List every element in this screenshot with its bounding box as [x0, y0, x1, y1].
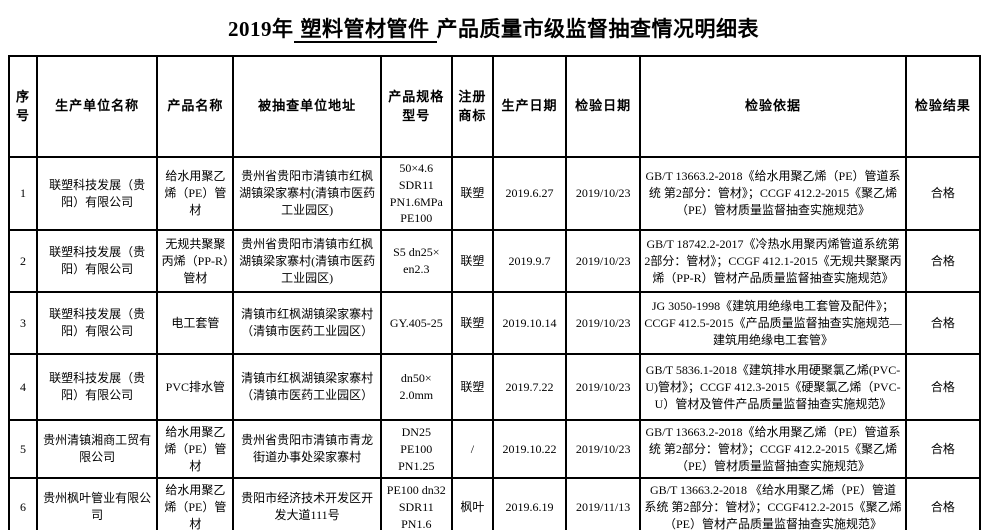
column-header-product: 产品名称: [156, 55, 235, 158]
title-prefix: 2019年: [228, 17, 294, 41]
cell-result: 合格: [904, 155, 982, 232]
cell-address: 清镇市红枫湖镇梁家寨村（清镇市医药工业园区）: [232, 353, 382, 422]
cell-production-date: 2019.9.7: [491, 229, 568, 294]
column-header-address: 被抽查单位地址: [232, 55, 382, 158]
cell-basis: GB/T 13663.2-2018《给水用聚乙烯（PE）管道系统 第2部分：管材…: [639, 155, 907, 232]
cell-trademark: 联塑: [450, 291, 494, 356]
cell-inspection-date: 2019/10/23: [565, 229, 642, 294]
cell-address: 贵州省贵阳市清镇市红枫湖镇梁家寨村(清镇市医药工业园区): [232, 155, 382, 232]
cell-address: 贵阳市经济技术开发区开发大道111号: [232, 477, 382, 530]
cell-production-date: 2019.6.27: [491, 155, 568, 232]
cell-spec: DN25 PE100 PN1.25: [379, 419, 453, 480]
table-row: 6 贵州枫叶管业有限公司 给水用聚乙烯（PE）管材 贵阳市经济技术开发区开发大道…: [7, 477, 982, 530]
cell-manufacturer: 联塑科技发展（贵阳）有限公司: [36, 291, 159, 356]
cell-product: 给水用聚乙烯（PE）管材: [156, 419, 235, 480]
cell-basis: JG 3050-1998《建筑用绝缘电工套管及配件》；CCGF 412.5-20…: [639, 291, 907, 356]
table-row: 3 联塑科技发展（贵阳）有限公司 电工套管 清镇市红枫湖镇梁家寨村（清镇市医药工…: [7, 291, 982, 356]
table-row: 2 联塑科技发展（贵阳）有限公司 无规共聚聚丙烯（PP-R）管材 贵州省贵阳市清…: [7, 229, 982, 294]
cell-trademark: 联塑: [450, 155, 494, 232]
cell-production-date: 2019.10.22: [491, 419, 568, 480]
column-header-seq: 序号: [7, 55, 39, 158]
cell-product: 给水用聚乙烯（PE）管材: [156, 155, 235, 232]
cell-seq: 4: [7, 353, 39, 422]
column-header-trademark: 注册商标: [450, 55, 494, 158]
cell-production-date: 2019.7.22: [491, 353, 568, 422]
cell-address: 贵州省贵阳市清镇市青龙街道办事处梁家寨村: [232, 419, 382, 480]
cell-basis: GB/T 18742.2-2017《冷热水用聚丙烯管道系统第2部分：管材》；CC…: [639, 229, 907, 294]
column-header-production-date: 生产日期: [491, 55, 568, 158]
cell-seq: 1: [7, 155, 39, 232]
cell-result: 合格: [904, 291, 982, 356]
cell-inspection-date: 2019/10/23: [565, 291, 642, 356]
cell-address: 清镇市红枫湖镇梁家寨村（清镇市医药工业园区）: [232, 291, 382, 356]
cell-manufacturer: 贵州枫叶管业有限公司: [36, 477, 159, 530]
cell-inspection-date: 2019/10/23: [565, 155, 642, 232]
cell-production-date: 2019.10.14: [491, 291, 568, 356]
cell-spec: S5 dn25× en2.3: [379, 229, 453, 294]
cell-address: 贵州省贵阳市清镇市红枫湖镇梁家寨村(清镇市医药工业园区): [232, 229, 382, 294]
cell-product: PVC排水管: [156, 353, 235, 422]
title-underlined-category: 塑料管材管件: [293, 17, 437, 43]
title-suffix: 产品质量市级监督抽查情况明细表: [436, 17, 759, 41]
cell-manufacturer: 联塑科技发展（贵阳）有限公司: [36, 229, 159, 294]
table-row: 4 联塑科技发展（贵阳）有限公司 PVC排水管 清镇市红枫湖镇梁家寨村（清镇市医…: [7, 353, 982, 422]
cell-seq: 2: [7, 229, 39, 294]
cell-manufacturer: 联塑科技发展（贵阳）有限公司: [36, 155, 159, 232]
cell-result: 合格: [904, 419, 982, 480]
column-header-inspection-date: 检验日期: [565, 55, 642, 158]
cell-spec: 50×4.6 SDR11 PN1.6MPa PE100: [379, 155, 453, 232]
cell-spec: GY.405-25: [379, 291, 453, 356]
cell-trademark: /: [450, 419, 494, 480]
cell-product: 给水用聚乙烯（PE）管材: [156, 477, 235, 530]
cell-inspection-date: 2019/10/23: [565, 353, 642, 422]
cell-production-date: 2019.6.19: [491, 477, 568, 530]
cell-inspection-date: 2019/10/23: [565, 419, 642, 480]
cell-trademark: 联塑: [450, 353, 494, 422]
cell-result: 合格: [904, 477, 982, 530]
column-header-manufacturer: 生产单位名称: [36, 55, 159, 158]
cell-basis: GB/T 5836.1-2018《建筑排水用硬聚氯乙烯(PVC-U)管材》；CC…: [639, 353, 907, 422]
cell-basis: GB/T 13663.2-2018 《给水用聚乙烯（PE）管道系统 第2部分：管…: [639, 477, 907, 530]
column-header-spec: 产品规格型号: [379, 55, 453, 158]
cell-inspection-date: 2019/11/13: [565, 477, 642, 530]
cell-spec: dn50× 2.0mm: [379, 353, 453, 422]
table-header-row: 序号 生产单位名称 产品名称 被抽查单位地址 产品规格型号 注册商标 生产日期 …: [7, 55, 982, 158]
table-row: 5 贵州清镇湘商工贸有限公司 给水用聚乙烯（PE）管材 贵州省贵阳市清镇市青龙街…: [7, 419, 982, 480]
column-header-basis: 检验依据: [639, 55, 907, 158]
cell-trademark: 联塑: [450, 229, 494, 294]
cell-trademark: 枫叶: [450, 477, 494, 530]
cell-seq: 5: [7, 419, 39, 480]
page-title: 2019年 塑料管材管件 产品质量市级监督抽查情况明细表: [0, 0, 987, 43]
inspection-table: 序号 生产单位名称 产品名称 被抽查单位地址 产品规格型号 注册商标 生产日期 …: [7, 55, 982, 530]
cell-product: 无规共聚聚丙烯（PP-R）管材: [156, 229, 235, 294]
table-row: 1 联塑科技发展（贵阳）有限公司 给水用聚乙烯（PE）管材 贵州省贵阳市清镇市红…: [7, 155, 982, 232]
cell-spec: PE100 dn32 SDR11 PN1.6: [379, 477, 453, 530]
cell-seq: 6: [7, 477, 39, 530]
cell-result: 合格: [904, 229, 982, 294]
cell-manufacturer: 贵州清镇湘商工贸有限公司: [36, 419, 159, 480]
cell-seq: 3: [7, 291, 39, 356]
cell-result: 合格: [904, 353, 982, 422]
cell-manufacturer: 联塑科技发展（贵阳）有限公司: [36, 353, 159, 422]
column-header-result: 检验结果: [904, 55, 982, 158]
cell-basis: GB/T 13663.2-2018《给水用聚乙烯（PE）管道系统 第2部分：管材…: [639, 419, 907, 480]
cell-product: 电工套管: [156, 291, 235, 356]
